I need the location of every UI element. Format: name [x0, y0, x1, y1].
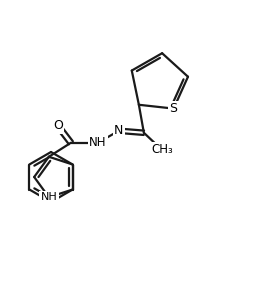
Text: S: S: [170, 102, 178, 115]
Text: N: N: [114, 124, 124, 137]
Text: NH: NH: [40, 192, 57, 202]
Text: O: O: [53, 119, 63, 132]
Text: CH₃: CH₃: [151, 143, 173, 156]
Text: NH: NH: [89, 136, 107, 149]
